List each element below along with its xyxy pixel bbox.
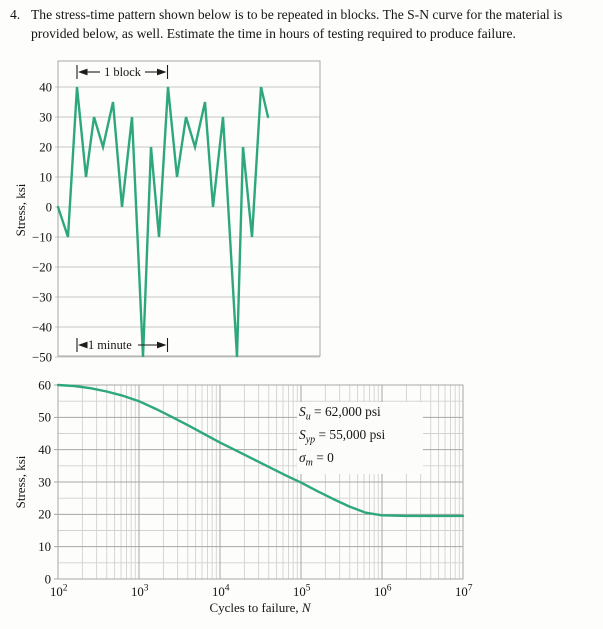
y-tick-label: 20	[39, 140, 52, 154]
y-tick-label: 0	[45, 572, 51, 586]
problem-text-line1: The stress-time pattern shown below is t…	[31, 7, 563, 22]
one-block-dimension: 1 block	[76, 65, 169, 79]
stress-time-y-axis-title: Stress, ksi	[13, 183, 28, 236]
one-minute-dimension: 1 minute	[76, 338, 169, 352]
y-tick-label: 0	[46, 200, 52, 214]
x-tick-label: 104	[212, 584, 230, 600]
y-tick-label: 10	[39, 170, 52, 184]
stress-time-chart: 40 30 20 10 0 −10 −20 −30 −40 −50 Stress, ksi 1 b…	[13, 60, 321, 364]
sn-plot-frame	[57, 384, 464, 580]
y-tick-label: 30	[39, 110, 52, 124]
ultimate-strength-annotation: Su = 62,000 psi	[299, 403, 421, 426]
mean-stress-annotation: σm = 0	[299, 449, 421, 472]
su-subscript: u	[305, 411, 311, 423]
stress-time-y-tick-labels: 40 30 20 10 0 −10 −20 −30 −40 −50	[32, 80, 52, 364]
y-tick-label: −50	[32, 350, 52, 364]
x-tick-label: 107	[455, 584, 473, 600]
y-tick-label: 20	[38, 508, 51, 522]
sn-x-axis-title: Cycles to failure, N	[209, 600, 311, 615]
stress-waveform-line	[56, 86, 270, 358]
y-tick-label: 40	[39, 80, 52, 94]
stress-time-gridlines	[55, 86, 320, 358]
y-tick-label: 40	[38, 443, 51, 457]
y-tick-label: 50	[38, 411, 51, 425]
y-tick-label: 30	[38, 475, 51, 489]
sn-x-axis-title-variable: N	[301, 600, 312, 615]
su-symbol: S	[299, 404, 306, 419]
y-tick-label: −40	[32, 320, 52, 334]
x-tick-label: 103	[131, 584, 149, 600]
sigma-m-symbol: σ	[299, 450, 306, 466]
problem-statement: 4. The stress-time pattern shown below i…	[10, 6, 562, 43]
y-tick-label: −20	[32, 260, 52, 274]
syp-symbol: S	[299, 427, 306, 443]
sn-x-axis-title-text: Cycles to failure,	[209, 600, 298, 615]
su-value: = 62,000 psi	[310, 404, 381, 419]
syp-subscript: yp	[305, 434, 316, 446]
syp-value: = 55,000 psi	[315, 427, 386, 443]
sn-x-tick-labels: 102 103 104 105 106 107	[50, 584, 473, 600]
sn-curve-line	[56, 383, 465, 518]
one-block-label: 1 block	[104, 65, 142, 79]
x-tick-label: 106	[374, 584, 392, 600]
sn-y-tick-labels: 0 10 20 30 40 50 60	[38, 378, 51, 586]
sn-y-axis-title: Stress, ksi	[13, 455, 28, 508]
sigma-m-subscript: m	[305, 458, 313, 470]
x-tick-label: 102	[50, 584, 68, 600]
y-tick-label: 10	[38, 540, 51, 554]
y-tick-label: −30	[32, 290, 52, 304]
sigma-m-value: = 0	[312, 450, 334, 466]
one-minute-label: 1 minute	[88, 338, 132, 352]
y-tick-label: −10	[32, 230, 52, 244]
stress-time-plot-frame	[57, 60, 321, 357]
material-properties: Su = 62,000 psi Syp = 55,000 psi σm = 0	[297, 402, 423, 474]
yield-strength-annotation: Syp = 55,000 psi	[299, 426, 421, 449]
problem-number: 4.	[10, 7, 21, 22]
problem-text-line2: provided below, as well. Estimate the ti…	[31, 25, 516, 41]
problem-text: The stress-time pattern shown below is t…	[31, 6, 562, 43]
x-tick-label: 105	[293, 584, 311, 600]
y-tick-label: 60	[38, 378, 51, 392]
